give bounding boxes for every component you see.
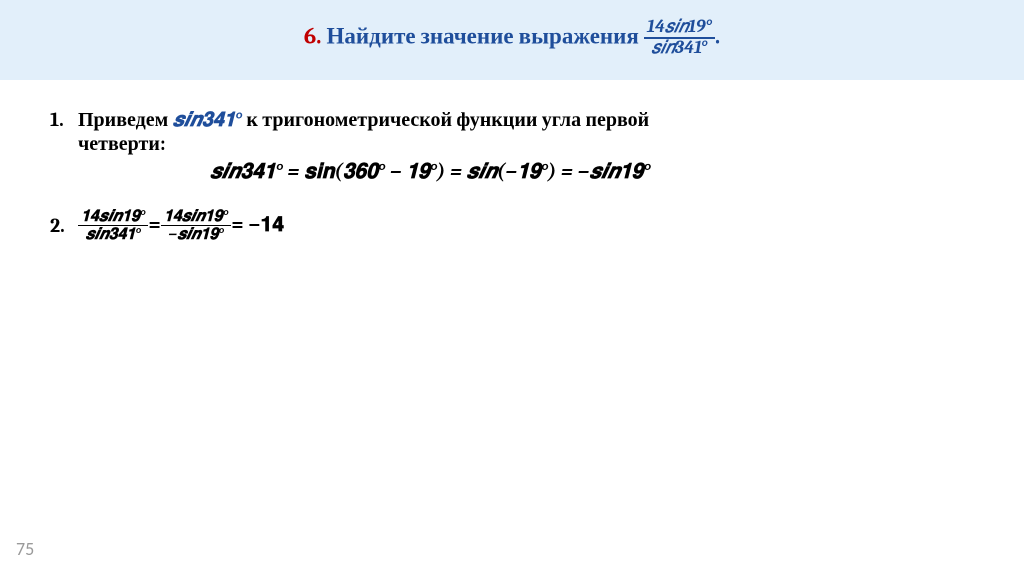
header-frac-denominator: 𝑠𝑖𝑛341° [644,39,715,58]
header-frac-numerator: 14𝑠𝑖𝑛19° [644,18,715,39]
step1-text-after: к тригонометрической функции угла первой [242,108,649,131]
prompt-before: Найдите значение выражения [321,22,643,49]
step1-number: 1. [50,108,78,131]
problem-header: 6. Найдите значение выражения 14𝑠𝑖𝑛19°𝑠𝑖… [0,0,1024,80]
step2-equals-1: = [148,213,160,237]
step1-equation: 𝒔𝒊𝒏𝟑𝟒𝟏° = 𝐬𝐢𝐧(𝟑𝟔𝟎° − 𝟏𝟗°) = 𝒔𝒊𝒏(−𝟏𝟗°) = … [50,160,974,184]
step-1: 1. Приведем 𝒔𝒊𝒏𝟑𝟒𝟏° к тригонометрической… [50,108,974,184]
prompt-after: . [715,22,720,49]
step1-body: Приведем 𝒔𝒊𝒏𝟑𝟒𝟏° к тригонометрической фу… [78,108,974,156]
step2-frac2-numerator: 𝟏𝟒𝒔𝒊𝒏𝟏𝟗° [161,208,231,226]
step2-frac2-denominator: −𝒔𝒊𝒏𝟏𝟗° [161,226,231,243]
page-number: 75 [16,538,34,560]
step2-frac1-numerator: 𝟏𝟒𝒔𝒊𝒏𝟏𝟗° [78,208,148,226]
step2-fraction-2: 𝟏𝟒𝒔𝒊𝒏𝟏𝟗° −𝒔𝒊𝒏𝟏𝟗° [161,208,231,243]
header-fraction: 14𝑠𝑖𝑛19°𝑠𝑖𝑛341° [644,18,715,58]
step2-result: = −𝟏𝟒 [231,213,284,237]
problem-number: 6. [304,22,322,49]
step2-number: 2. [50,214,78,237]
step1-sin-expr: 𝒔𝒊𝒏𝟑𝟒𝟏° [173,108,242,131]
step1-text-line2: четверти: [78,132,974,156]
solution-content: 1. Приведем 𝒔𝒊𝒏𝟑𝟒𝟏° к тригонометрической… [0,80,1024,243]
step2-fraction-1: 𝟏𝟒𝒔𝒊𝒏𝟏𝟗° 𝒔𝒊𝒏𝟑𝟒𝟏° [78,208,148,243]
problem-title: 6. Найдите значение выражения 14𝑠𝑖𝑛19°𝑠𝑖… [40,18,984,58]
step1-text-before: Приведем [78,108,173,131]
step2-frac1-denominator: 𝒔𝒊𝒏𝟑𝟒𝟏° [78,226,148,243]
step-2: 2. 𝟏𝟒𝒔𝒊𝒏𝟏𝟗° 𝒔𝒊𝒏𝟑𝟒𝟏° = 𝟏𝟒𝒔𝒊𝒏𝟏𝟗° −𝒔𝒊𝒏𝟏𝟗° =… [50,208,974,243]
